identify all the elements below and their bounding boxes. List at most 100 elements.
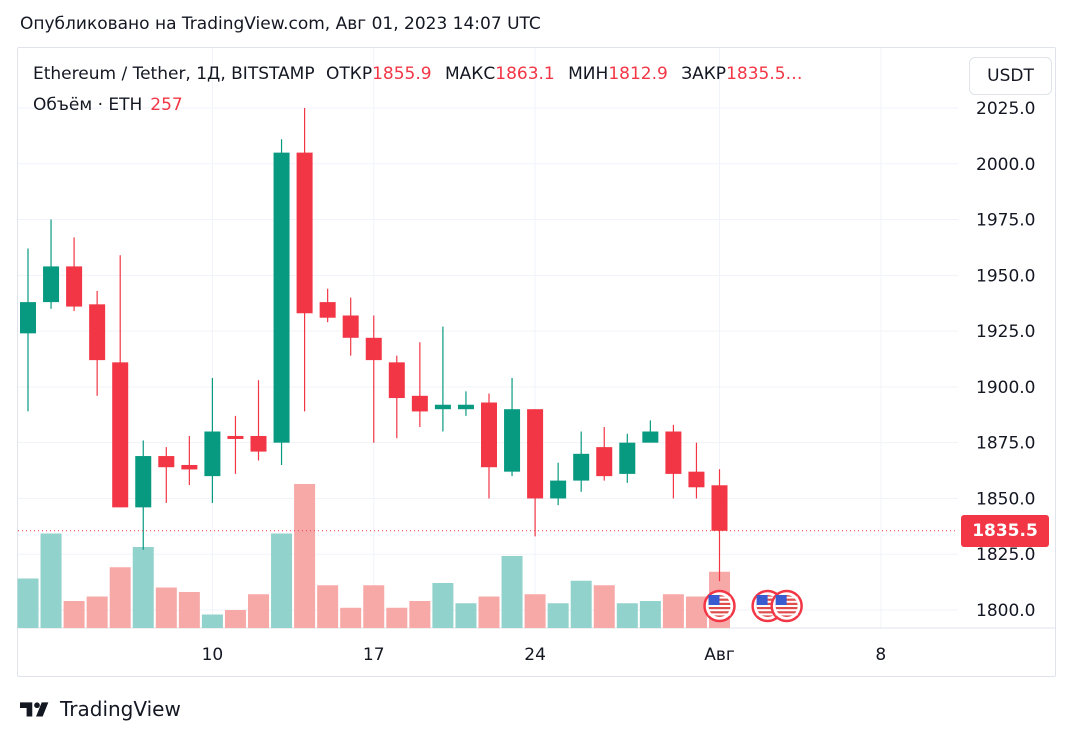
high-value: 1863.1 (495, 64, 555, 84)
published-caption: Опубликовано на TradingView.com, Авг 01,… (20, 14, 541, 34)
candle-body (573, 453, 590, 481)
grid-lines (18, 48, 1056, 629)
symbol-legend: Ethereum / Tether, 1Д, BITSTAMP ОТКР1855… (33, 64, 803, 84)
volume-bar (248, 594, 269, 628)
volume-bar (271, 533, 293, 628)
candle-body (227, 435, 244, 439)
y-tick-label: 1800.0 (976, 601, 1035, 621)
chart-frame (17, 47, 1056, 677)
candle-body (66, 266, 83, 307)
event-markers (703, 589, 803, 623)
event-flag-icon (770, 589, 803, 623)
candle-body (319, 302, 336, 318)
volume-bar (224, 610, 246, 628)
candle-body (642, 431, 659, 443)
volume-bar (294, 484, 316, 628)
volume-bar (547, 603, 569, 628)
tradingview-logo-icon (20, 702, 49, 717)
symbol-title[interactable]: Ethereum / Tether, 1Д, BITSTAMP (33, 64, 315, 84)
volume-legend: Объём · ETH 257 (33, 95, 183, 115)
candle-body (296, 152, 313, 314)
candle-body (89, 304, 106, 361)
volume-bar (86, 596, 108, 628)
close-label: ЗАКР (681, 64, 727, 84)
y-tick-label: 1850.0 (976, 489, 1035, 509)
volume-bar (662, 594, 684, 628)
volume-label[interactable]: Объём · ETH (33, 95, 143, 115)
candle-body (457, 404, 474, 410)
volume-bar (132, 547, 154, 628)
low-label: МИН (568, 64, 609, 84)
y-tick-label: 2025.0 (976, 99, 1035, 119)
y-tick-label: 1875.0 (976, 434, 1035, 454)
candle-body (135, 456, 152, 508)
candle-body (527, 409, 544, 499)
candle-body (596, 447, 613, 477)
time-axis: 10 17 24 Авг 8 (202, 645, 887, 665)
x-tick-label: 17 (363, 645, 385, 665)
volume-bar (570, 580, 592, 628)
candle-body (411, 395, 428, 412)
volume-bar (616, 603, 638, 628)
volume-bar (363, 585, 385, 628)
volume-bar (478, 596, 500, 628)
event-flag-icon (703, 589, 736, 623)
candle-body (20, 302, 36, 334)
volume-bar (340, 607, 362, 628)
volume-bar (109, 567, 131, 628)
candle-body (388, 362, 405, 399)
candle-body (158, 456, 175, 468)
volume-bar (685, 596, 707, 628)
price-axis: 1800.0 1825.0 1850.0 1875.0 1900.0 1925.0 1950… (976, 99, 1035, 621)
volume-bar (409, 601, 431, 628)
volume-bar (63, 601, 85, 628)
candle-body (204, 431, 221, 477)
candle-body (250, 435, 267, 452)
volume-bar (155, 587, 177, 628)
volume-bar (40, 533, 62, 628)
y-tick-label: 1925.0 (976, 322, 1035, 342)
volume-bar (178, 592, 200, 628)
volume-bar (432, 583, 454, 628)
candle-body (481, 402, 497, 468)
candle-body (665, 431, 682, 474)
x-tick-label: 8 (875, 645, 886, 665)
volume-bar (17, 578, 39, 628)
volume-bar (501, 556, 523, 628)
brand-name: TradingView (60, 697, 181, 721)
y-tick-label: 1975.0 (976, 211, 1035, 231)
candle-body (550, 480, 567, 499)
candle-body (711, 485, 728, 531)
currency-button[interactable]: USDT (969, 57, 1052, 95)
candle-body (619, 442, 636, 474)
candles (20, 108, 728, 582)
volume-bar (524, 594, 546, 628)
x-tick-label: 10 (202, 645, 224, 665)
volume-bar (639, 601, 661, 628)
open-label: ОТКР (326, 64, 373, 84)
volume-bar (455, 603, 477, 628)
x-tick-label: Авг (704, 645, 735, 665)
volume-bar (201, 614, 223, 628)
volume-value: 257 (150, 95, 183, 115)
candle-body (43, 266, 60, 303)
low-value: 1812.9 (608, 64, 668, 84)
candle-body (504, 409, 521, 472)
tradingview-brand[interactable]: TradingView (20, 697, 181, 721)
candle-body (112, 362, 129, 508)
close-value: 1835.5… (726, 64, 803, 84)
volume-bar (593, 585, 615, 628)
high-label: МАКС (445, 64, 496, 84)
candle-body (273, 152, 290, 443)
last-price-label: 1835.5 (961, 514, 1049, 547)
candle-body (181, 464, 198, 470)
y-tick-label: 1950.0 (976, 266, 1035, 286)
open-value: 1855.9 (372, 64, 432, 84)
candle-body (342, 315, 359, 338)
x-tick-label: 24 (524, 645, 546, 665)
y-tick-label: 1825.0 (976, 545, 1035, 565)
y-tick-label: 2000.0 (976, 155, 1035, 175)
candle-body (434, 404, 451, 410)
candle-body (365, 337, 382, 361)
